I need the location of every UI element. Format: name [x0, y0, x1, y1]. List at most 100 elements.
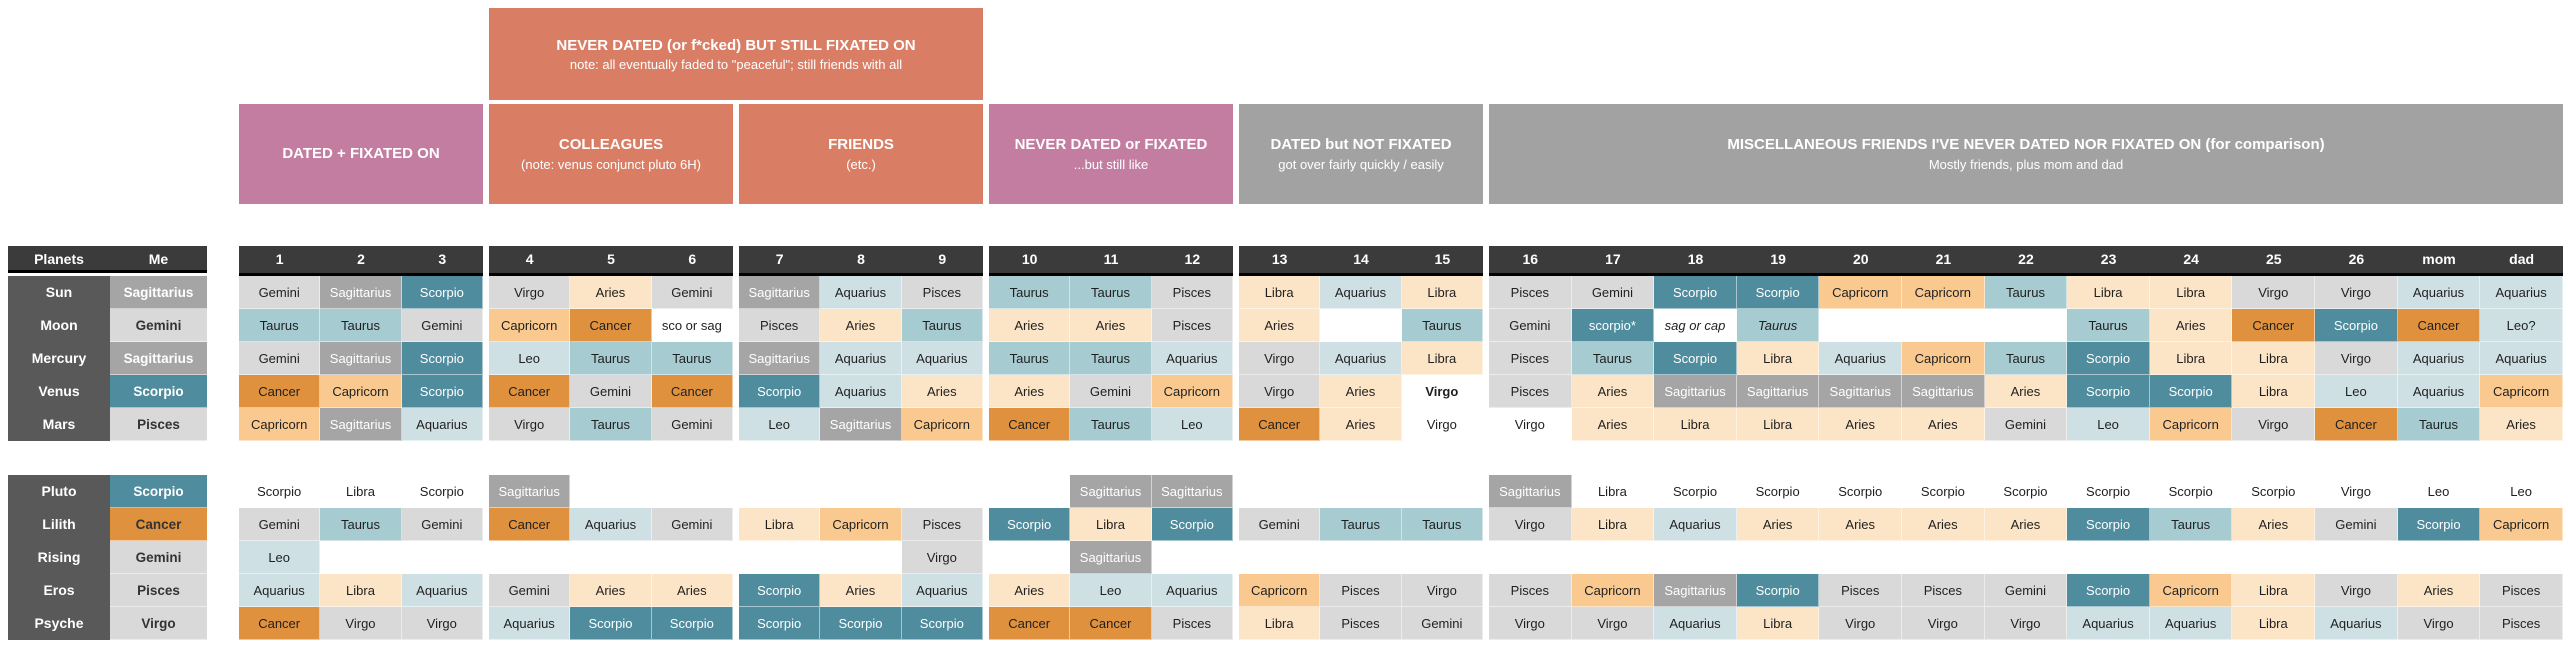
cell-lilith-1[interactable]: Gemini	[239, 508, 321, 541]
column-header-20[interactable]: 20	[1819, 246, 1903, 273]
cell-eros-9[interactable]: Aquarius	[901, 574, 983, 607]
me-cell-pluto[interactable]: Scorpio	[110, 475, 207, 508]
cell-sun-21[interactable]: Capricorn	[1902, 276, 1985, 309]
cell-moon-17[interactable]: scorpio*	[1571, 309, 1655, 342]
cell-venus-10[interactable]: Aries	[989, 375, 1071, 408]
cell-rising-1[interactable]: Leo	[239, 541, 321, 574]
cell-rising-17[interactable]	[1571, 541, 1655, 574]
cell-moon-16[interactable]: Gemini	[1489, 309, 1572, 342]
cell-eros-17[interactable]: Capricorn	[1571, 574, 1655, 607]
cell-lilith-10[interactable]: Scorpio	[989, 508, 1071, 541]
cell-psyche-26[interactable]: Aquarius	[2315, 607, 2398, 640]
cell-mercury-19[interactable]: Libra	[1736, 342, 1820, 375]
cell-pluto-mom[interactable]: Leo	[2397, 475, 2481, 508]
cell-lilith-8[interactable]: Capricorn	[820, 508, 902, 541]
cell-venus-dad[interactable]: Capricorn	[2480, 375, 2563, 408]
cell-sun-15[interactable]: Libra	[1401, 276, 1483, 309]
cell-moon-20[interactable]	[1819, 309, 1903, 342]
cell-venus-1[interactable]: Cancer	[239, 375, 321, 408]
cell-rising-8[interactable]	[820, 541, 902, 574]
row-label-venus[interactable]: Venus	[8, 375, 110, 408]
column-header-6[interactable]: 6	[651, 246, 733, 273]
column-header-24[interactable]: 24	[2149, 246, 2233, 273]
cell-pluto-20[interactable]: Scorpio	[1819, 475, 1903, 508]
cell-mars-4[interactable]: Virgo	[489, 408, 571, 441]
cell-mars-19[interactable]: Libra	[1736, 408, 1820, 441]
cell-sun-26[interactable]: Virgo	[2315, 276, 2398, 309]
cell-mercury-24[interactable]: Libra	[2149, 342, 2233, 375]
cell-psyche-23[interactable]: Aquarius	[2067, 607, 2150, 640]
cell-psyche-15[interactable]: Gemini	[1401, 607, 1483, 640]
row-label-eros[interactable]: Eros	[8, 574, 110, 607]
cell-mercury-25[interactable]: Libra	[2232, 342, 2316, 375]
cell-eros-3[interactable]: Aquarius	[401, 574, 483, 607]
cell-mars-2[interactable]: Sagittarius	[320, 408, 402, 441]
cell-lilith-12[interactable]: Scorpio	[1151, 508, 1233, 541]
cell-eros-1[interactable]: Aquarius	[239, 574, 321, 607]
cell-pluto-19[interactable]: Scorpio	[1736, 475, 1820, 508]
cell-lilith-26[interactable]: Gemini	[2315, 508, 2398, 541]
me-column-header[interactable]: Me	[110, 246, 207, 273]
group-header-3[interactable]: FRIENDS (etc.)	[739, 104, 983, 204]
cell-lilith-24[interactable]: Taurus	[2149, 508, 2233, 541]
cell-eros-21[interactable]: Pisces	[1902, 574, 1985, 607]
cell-sun-17[interactable]: Gemini	[1571, 276, 1655, 309]
cell-mars-22[interactable]: Gemini	[1984, 408, 2068, 441]
column-header-3[interactable]: 3	[401, 246, 483, 273]
me-cell-eros[interactable]: Pisces	[110, 574, 207, 607]
planets-column-header[interactable]: Planets	[8, 246, 110, 273]
cell-pluto-10[interactable]	[989, 475, 1071, 508]
cell-pluto-14[interactable]	[1320, 475, 1402, 508]
cell-moon-19[interactable]: Taurus	[1736, 309, 1820, 342]
cell-moon-9[interactable]: Taurus	[901, 309, 983, 342]
cell-rising-9[interactable]: Virgo	[901, 541, 983, 574]
me-cell-venus[interactable]: Scorpio	[110, 375, 207, 408]
cell-lilith-6[interactable]: Gemini	[651, 508, 733, 541]
cell-psyche-6[interactable]: Scorpio	[651, 607, 733, 640]
cell-rising-24[interactable]	[2149, 541, 2233, 574]
me-cell-mercury[interactable]: Sagittarius	[110, 342, 207, 375]
cell-venus-25[interactable]: Libra	[2232, 375, 2316, 408]
cell-lilith-15[interactable]: Taurus	[1401, 508, 1483, 541]
cell-rising-25[interactable]	[2232, 541, 2316, 574]
column-header-22[interactable]: 22	[1984, 246, 2068, 273]
cell-eros-4[interactable]: Gemini	[489, 574, 571, 607]
row-label-pluto[interactable]: Pluto	[8, 475, 110, 508]
cell-mars-9[interactable]: Capricorn	[901, 408, 983, 441]
cell-moon-14[interactable]	[1320, 309, 1402, 342]
cell-rising-21[interactable]	[1902, 541, 1985, 574]
cell-eros-16[interactable]: Pisces	[1489, 574, 1572, 607]
group-header-4[interactable]: NEVER DATED or FIXATED ...but still like	[989, 104, 1233, 204]
cell-eros-11[interactable]: Leo	[1070, 574, 1152, 607]
column-header-8[interactable]: 8	[820, 246, 902, 273]
cell-rising-15[interactable]	[1401, 541, 1483, 574]
me-cell-mars[interactable]: Pisces	[110, 408, 207, 441]
cell-venus-9[interactable]: Aries	[901, 375, 983, 408]
cell-mars-18[interactable]: Libra	[1654, 408, 1737, 441]
cell-mars-1[interactable]: Capricorn	[239, 408, 321, 441]
cell-moon-26[interactable]: Scorpio	[2315, 309, 2398, 342]
cell-eros-24[interactable]: Capricorn	[2149, 574, 2233, 607]
cell-sun-2[interactable]: Sagittarius	[320, 276, 402, 309]
cell-mercury-16[interactable]: Pisces	[1489, 342, 1572, 375]
cell-pluto-11[interactable]: Sagittarius	[1070, 475, 1152, 508]
cell-moon-24[interactable]: Aries	[2149, 309, 2233, 342]
cell-lilith-16[interactable]: Virgo	[1489, 508, 1572, 541]
cell-venus-12[interactable]: Capricorn	[1151, 375, 1233, 408]
cell-mercury-14[interactable]: Aquarius	[1320, 342, 1402, 375]
row-label-lilith[interactable]: Lilith	[8, 508, 110, 541]
cell-rising-12[interactable]	[1151, 541, 1233, 574]
cell-rising-dad[interactable]	[2480, 541, 2563, 574]
cell-rising-13[interactable]	[1239, 541, 1321, 574]
cell-pluto-24[interactable]: Scorpio	[2149, 475, 2233, 508]
cell-lilith-14[interactable]: Taurus	[1320, 508, 1402, 541]
column-header-dad[interactable]: dad	[2480, 246, 2563, 273]
column-header-13[interactable]: 13	[1239, 246, 1321, 273]
cell-lilith-25[interactable]: Aries	[2232, 508, 2316, 541]
cell-mars-5[interactable]: Taurus	[570, 408, 652, 441]
cell-psyche-18[interactable]: Aquarius	[1654, 607, 1737, 640]
cell-mars-23[interactable]: Leo	[2067, 408, 2150, 441]
cell-moon-15[interactable]: Taurus	[1401, 309, 1483, 342]
cell-venus-5[interactable]: Gemini	[570, 375, 652, 408]
cell-rising-20[interactable]	[1819, 541, 1903, 574]
